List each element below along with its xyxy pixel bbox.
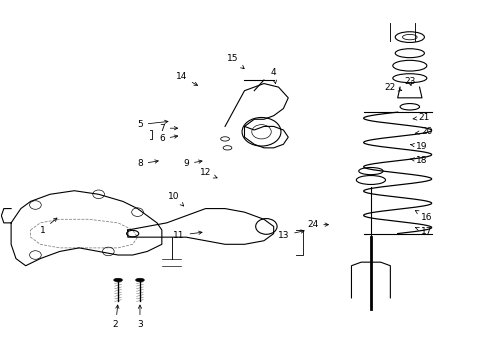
Text: 18: 18 — [410, 156, 427, 165]
Text: 19: 19 — [410, 141, 427, 150]
Text: 3: 3 — [137, 305, 142, 329]
Text: 8: 8 — [137, 159, 158, 168]
Text: 20: 20 — [415, 127, 432, 136]
Text: 13: 13 — [277, 230, 304, 240]
Text: 16: 16 — [414, 211, 432, 222]
Text: 21: 21 — [412, 113, 429, 122]
Text: 24: 24 — [306, 220, 328, 229]
Text: 7: 7 — [159, 124, 177, 133]
Ellipse shape — [114, 278, 122, 282]
Text: 1: 1 — [40, 218, 57, 234]
Text: 11: 11 — [173, 231, 202, 240]
Text: 9: 9 — [183, 159, 202, 168]
Text: 5: 5 — [137, 120, 167, 129]
Text: 17: 17 — [415, 227, 432, 236]
Text: 6: 6 — [159, 134, 177, 143]
Text: 12: 12 — [200, 168, 217, 178]
Text: 14: 14 — [175, 72, 197, 85]
Ellipse shape — [135, 278, 144, 282]
Text: 10: 10 — [168, 192, 183, 206]
Text: 4: 4 — [270, 68, 276, 84]
Text: 2: 2 — [113, 305, 119, 329]
Text: 23: 23 — [403, 77, 415, 86]
Text: 22: 22 — [384, 83, 401, 92]
Text: 15: 15 — [226, 54, 244, 69]
